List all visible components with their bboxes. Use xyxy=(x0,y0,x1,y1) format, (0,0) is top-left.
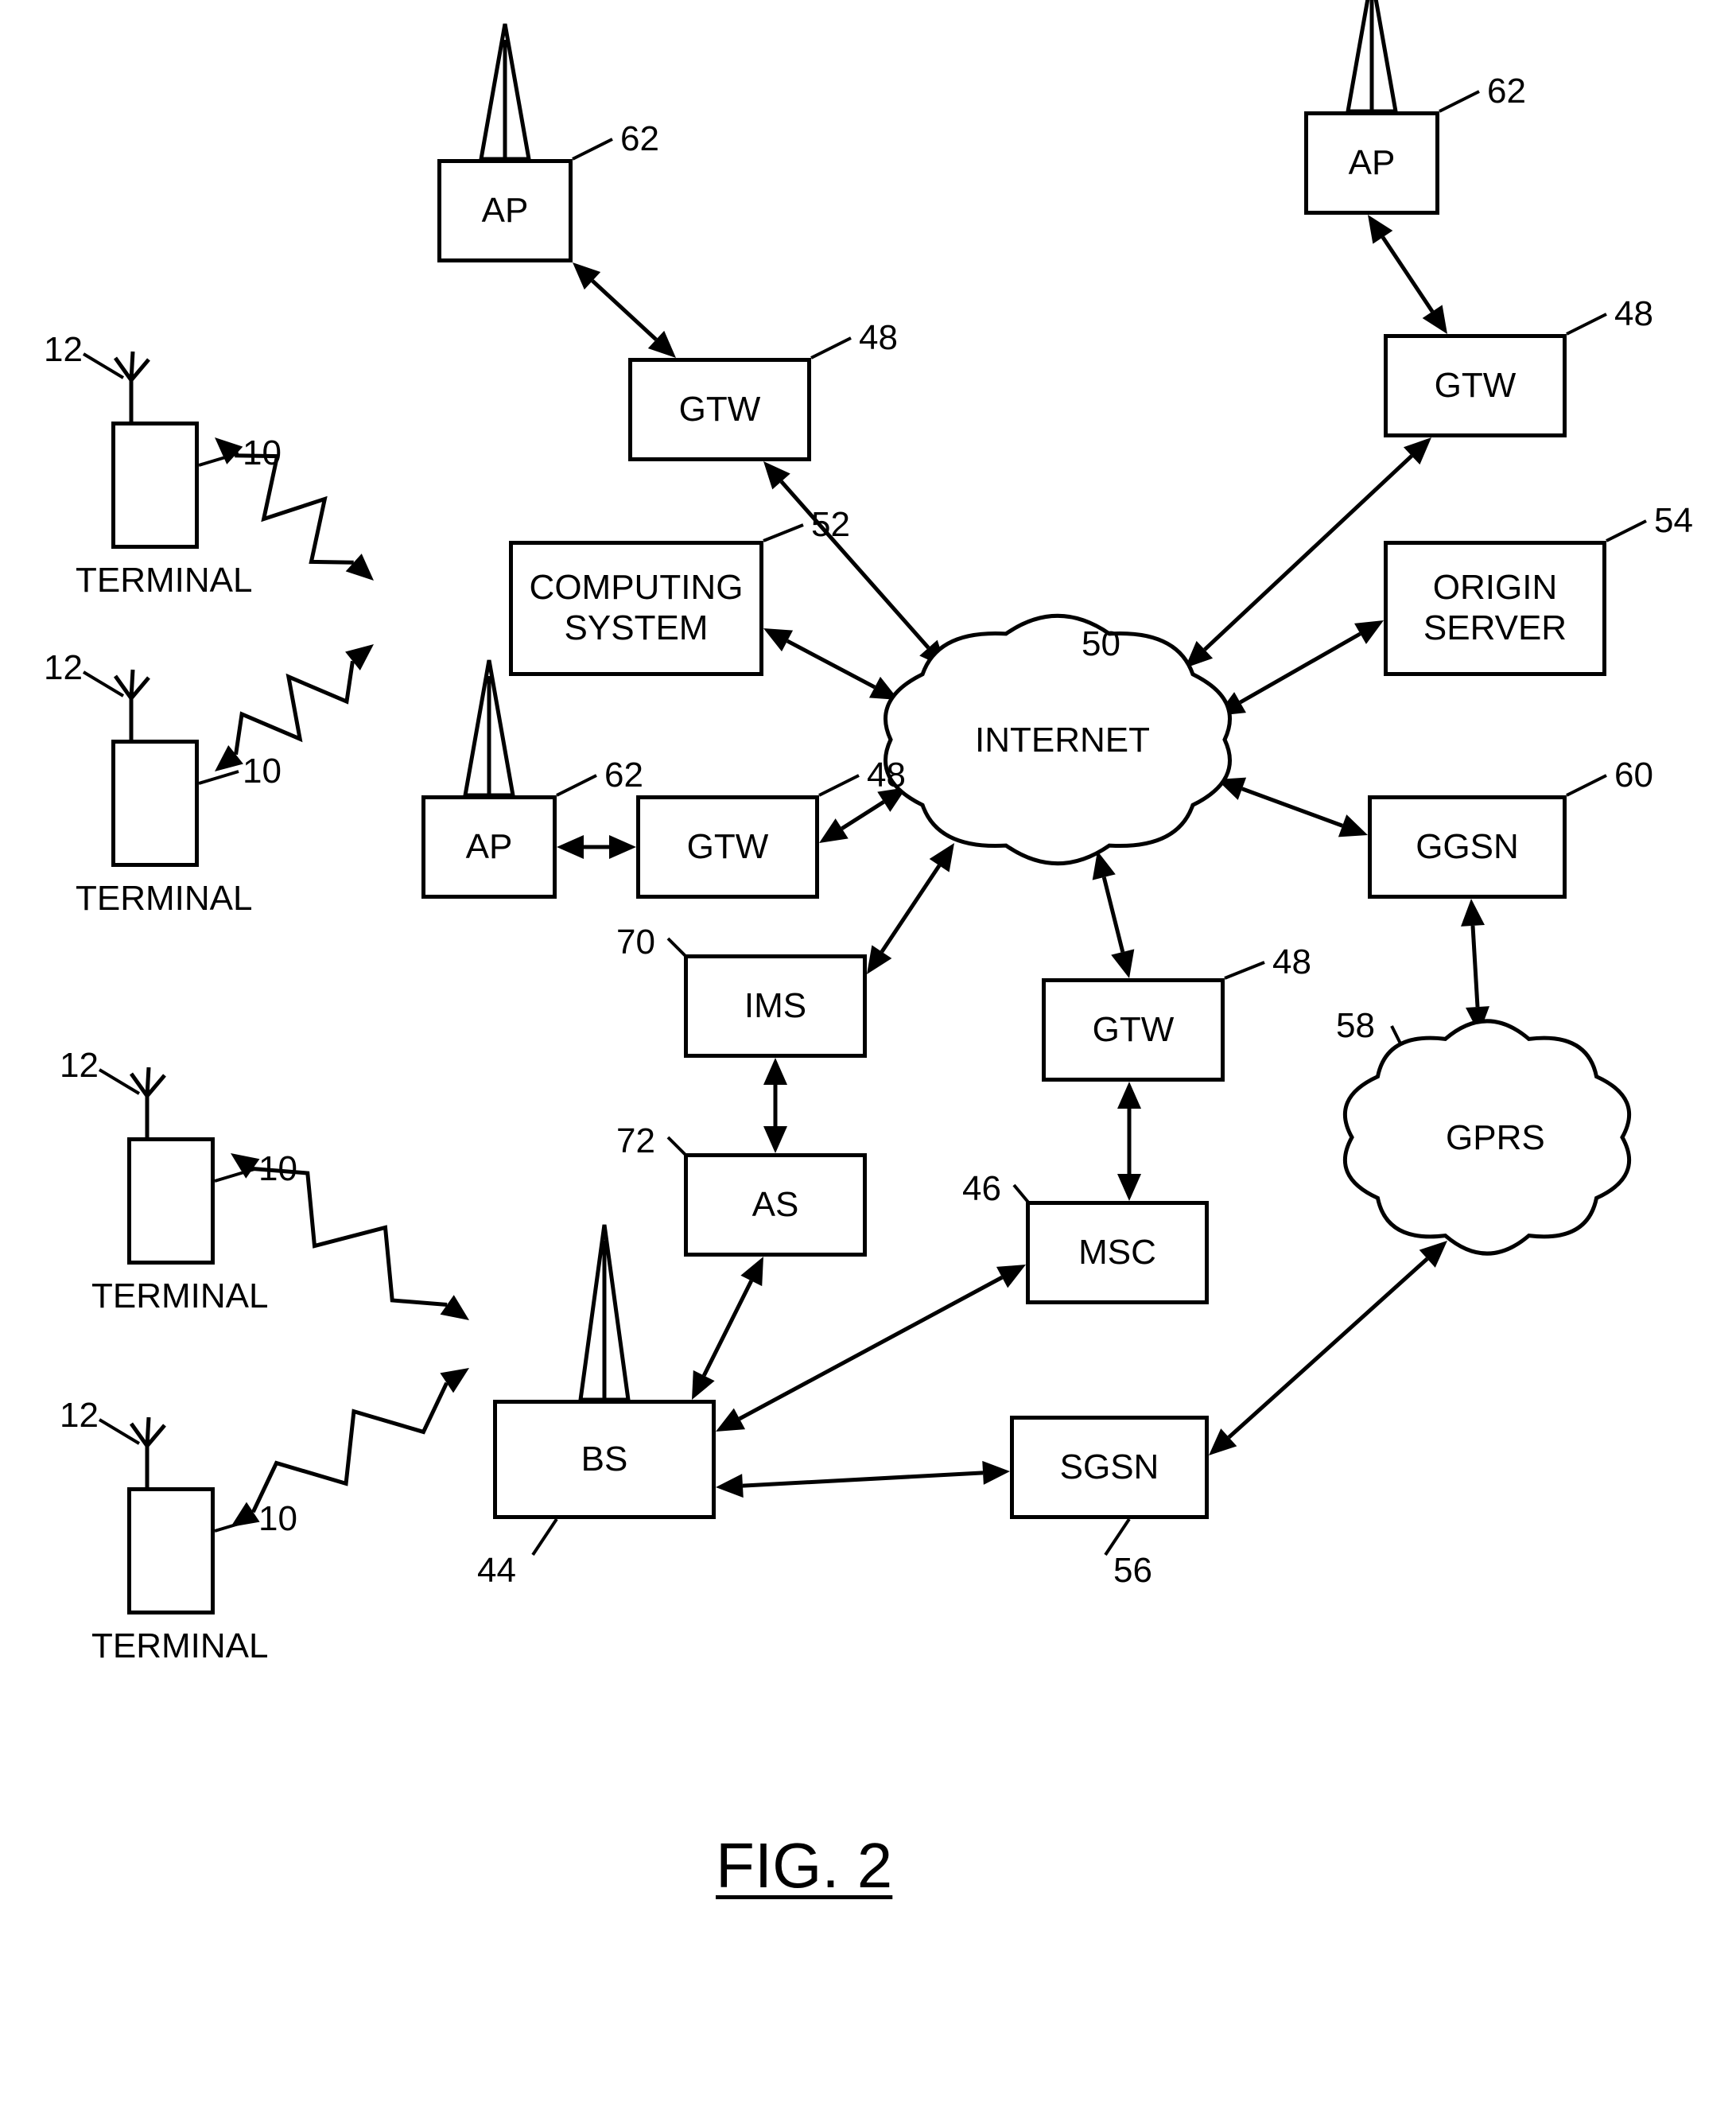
ref-label-15: 50 xyxy=(1082,624,1120,664)
terminal-label-t1: TERMINAL xyxy=(76,561,252,600)
ref-label-3: 48 xyxy=(859,318,898,358)
node-as: AS xyxy=(684,1153,867,1257)
ref-label-8: 54 xyxy=(1654,501,1693,541)
node-msc: MSC xyxy=(1026,1201,1209,1304)
node-ims: IMS xyxy=(684,954,867,1058)
terminal-label-t3: TERMINAL xyxy=(91,1276,268,1316)
ref-10-t4: 10 xyxy=(258,1499,297,1539)
node-gtw4: GTW xyxy=(1042,978,1225,1082)
node-cs: COMPUTINGSYSTEM xyxy=(509,541,763,676)
ref-12-t4: 12 xyxy=(60,1396,99,1436)
ref-label-12: 46 xyxy=(962,1169,1001,1209)
ref-12-t3: 12 xyxy=(60,1046,99,1086)
node-os: ORIGINSERVER xyxy=(1384,541,1606,676)
ref-label-5: 48 xyxy=(867,756,906,795)
cloud-label-gprs: GPRS xyxy=(1446,1118,1545,1158)
node-bs: BS xyxy=(493,1400,716,1519)
terminal-t2 xyxy=(111,740,199,867)
ref-label-7: 52 xyxy=(811,505,850,545)
ref-label-13: 56 xyxy=(1113,1551,1152,1591)
ref-label-6: 48 xyxy=(1272,942,1311,982)
ref-label-2: 62 xyxy=(604,756,643,795)
terminal-t3 xyxy=(127,1137,215,1265)
ref-12-t1: 12 xyxy=(44,330,83,370)
node-sgsn: SGSN xyxy=(1010,1416,1209,1519)
diagram-canvas: INTERNET GPRS AP AP AP GTW GTW GTW GTW COMPUTINGS… xyxy=(0,0,1736,2106)
ref-label-11: 72 xyxy=(616,1121,655,1161)
figure-title: FIG. 2 xyxy=(716,1829,892,1902)
terminal-label-t2: TERMINAL xyxy=(76,879,252,919)
node-gtw1: GTW xyxy=(628,358,811,461)
ref-label-10: 70 xyxy=(616,923,655,962)
ref-label-14: 44 xyxy=(477,1551,516,1591)
terminal-t1 xyxy=(111,422,199,549)
node-gtw2: GTW xyxy=(1384,334,1567,437)
node-ggsn: GGSN xyxy=(1368,795,1567,899)
ref-12-t2: 12 xyxy=(44,648,83,688)
ref-10-t3: 10 xyxy=(258,1149,297,1189)
ref-label-16: 58 xyxy=(1336,1006,1375,1046)
node-ap3: AP xyxy=(421,795,557,899)
ref-10-t1: 10 xyxy=(243,433,282,473)
ref-label-4: 48 xyxy=(1614,294,1653,334)
ref-10-t2: 10 xyxy=(243,752,282,791)
ref-label-0: 62 xyxy=(620,119,659,159)
node-ap1: AP xyxy=(437,159,573,262)
ref-label-1: 62 xyxy=(1487,72,1526,111)
node-ap2: AP xyxy=(1304,111,1439,215)
terminal-label-t4: TERMINAL xyxy=(91,1626,268,1666)
ref-label-9: 60 xyxy=(1614,756,1653,795)
node-gtw3: GTW xyxy=(636,795,819,899)
terminal-t4 xyxy=(127,1487,215,1614)
cloud-label-internet: INTERNET xyxy=(975,721,1150,760)
html-layer: INTERNET GPRS AP AP AP GTW GTW GTW GTW COMPUTINGS… xyxy=(0,0,1736,2106)
